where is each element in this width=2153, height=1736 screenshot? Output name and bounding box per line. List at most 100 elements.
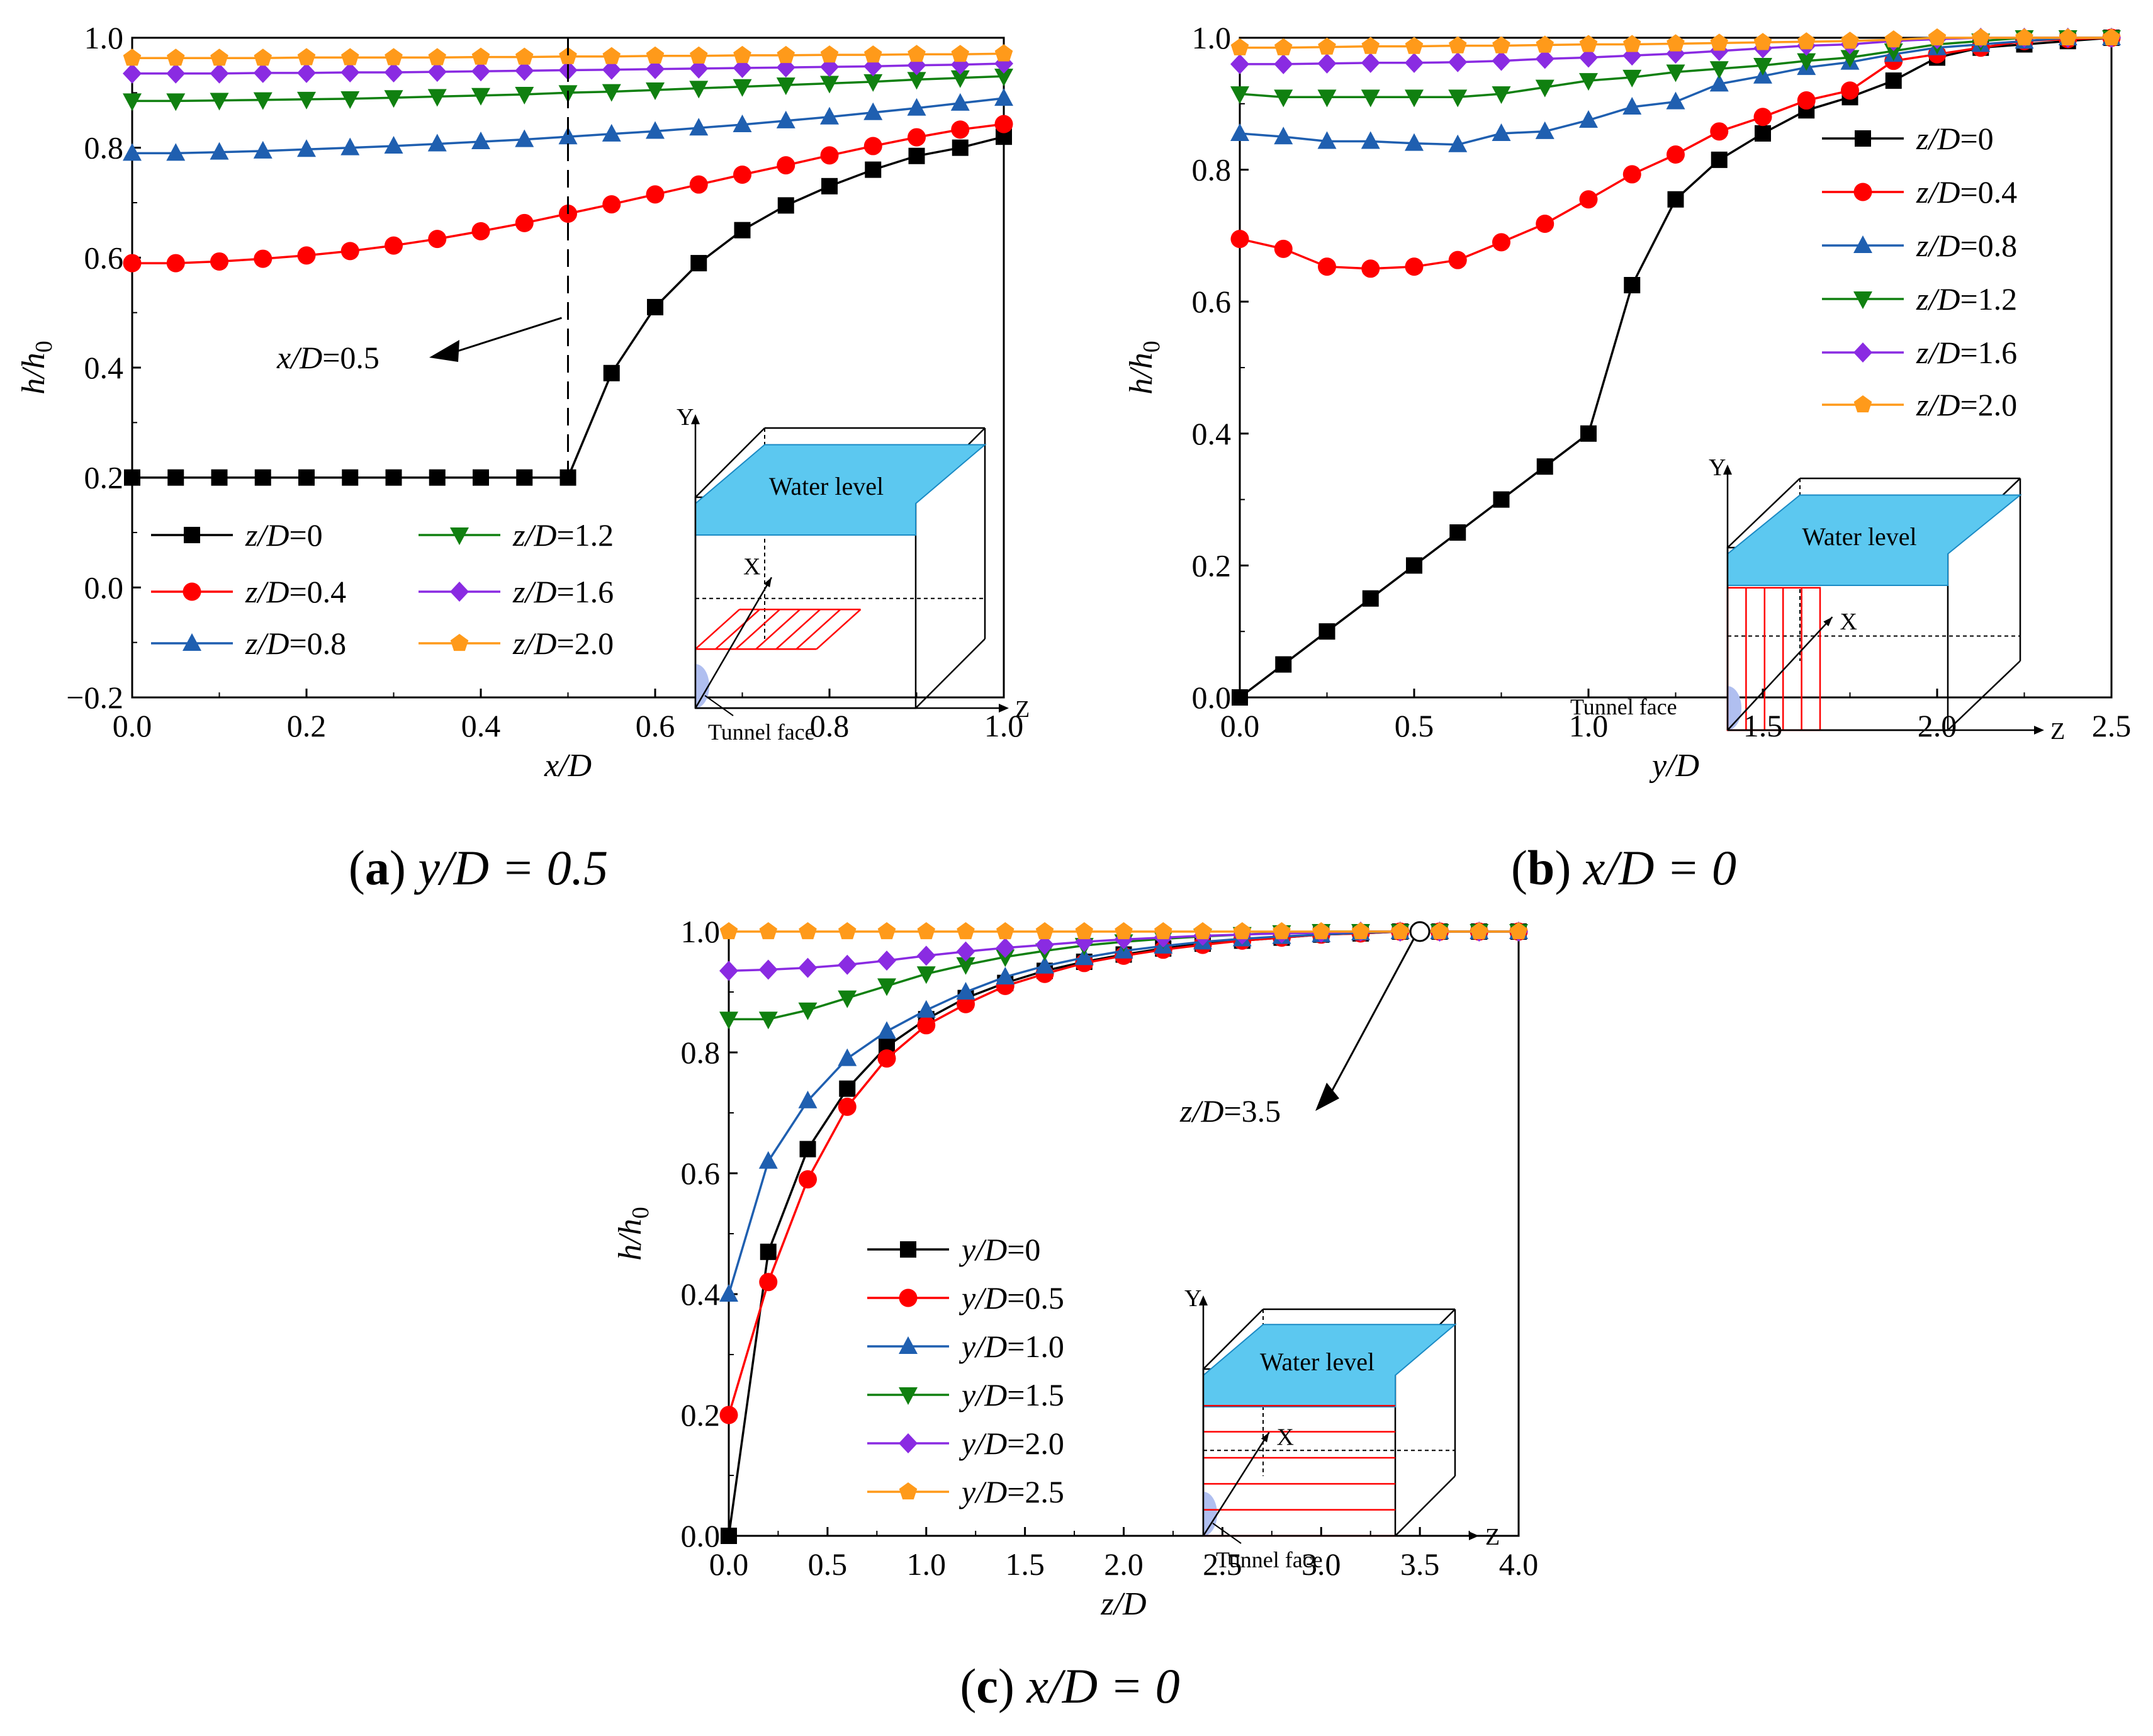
data-point [1470,922,1488,940]
data-point [733,165,751,184]
legend-label: z/D=2.0 [512,626,614,661]
data-point [1667,191,1684,208]
legend-marker [183,582,201,601]
legend-label: y/D=1.0 [958,1329,1064,1364]
data-point [1317,89,1337,108]
x-tick-label: 0.0 [1220,708,1260,743]
data-point [1361,89,1380,108]
panel-c-legend: y/D=0 y/D=0.5 y/D=1.0 y/D=1.5 y/D=2.0 y/D=2.5 [867,1232,1064,1509]
legend-label: z/D=1.6 [512,574,614,609]
data-point [1753,33,1772,50]
x-tick-label: 1.5 [1005,1547,1045,1582]
data-point [646,82,665,100]
data-point [1274,127,1293,145]
panel-c-x-axis-label: z/D [1100,1586,1146,1622]
data-point [1449,36,1467,54]
series-y-d-2-5 [719,922,1528,940]
data-point [776,77,795,96]
data-point [429,469,446,486]
data-point [1972,28,1990,46]
inset-axis-x-label: X [1840,609,1857,635]
data-point [254,249,273,268]
panel-a-y-axis-label: h/h0 [16,341,57,394]
y-tick-label: 0.0 [84,570,124,605]
x-tick-label: 0.0 [113,708,152,743]
data-point [1797,91,1816,110]
legend-label: z/D=1.2 [1916,281,2017,317]
data-point [799,1170,817,1189]
legend-marker [899,1433,918,1453]
data-point [690,255,707,272]
data-point [1431,922,1449,940]
y-tick-label: 1.0 [1192,20,1232,55]
data-point [1667,145,1685,164]
data-point [1622,97,1642,115]
data-point [820,76,839,94]
data-point [877,950,896,971]
data-point [956,982,975,1000]
data-point [1317,131,1337,149]
data-point [758,1151,778,1169]
data-point [297,48,316,65]
inset-axis-x [1727,616,1833,731]
data-point [1666,64,1685,82]
data-point [1579,47,1598,68]
data-point [1232,689,1248,706]
inset-edge [1947,660,2021,731]
data-point [1361,259,1380,278]
data-point [1405,257,1424,276]
y-tick-label: 0.0 [681,1518,721,1553]
data-point [1622,165,1641,184]
water-level-label: Water level [1260,1348,1374,1376]
data-point [734,222,751,239]
inset-edge [1203,1309,1264,1370]
data-point [1535,48,1554,69]
data-point [646,46,665,64]
panel-b-y-axis-label: h/h0 [1123,341,1165,394]
data-point [1233,922,1251,940]
y-tick-label: 0.4 [84,350,124,385]
tunnel-face-leader [1212,1523,1242,1544]
data-point [2102,28,2121,46]
data-point [689,175,708,194]
data-point [1448,52,1468,72]
data-point [210,252,228,271]
legend-label: z/D=0.8 [245,626,346,661]
data-point [1624,277,1641,293]
data-point [515,129,534,147]
data-point [994,88,1013,106]
data-point [863,102,883,120]
inset-axis-z-arrow [2034,726,2044,735]
inset-axis-z-arrow [1469,1531,1479,1540]
data-point [733,45,751,64]
data-point [297,62,316,83]
inset-edge [1727,478,1801,548]
data-point [427,133,447,152]
series-z-d-0-8 [1230,28,2121,152]
data-point [1579,190,1598,209]
data-point [719,1284,738,1302]
data-point [917,922,935,940]
inset-axis-x-label: X [1277,1424,1294,1451]
data-point [1535,79,1554,98]
data-point [253,140,273,159]
data-point [124,469,140,486]
data-point [838,1097,857,1116]
data-point [167,48,185,66]
inset-axis-y-arrow [691,414,700,424]
data-point [907,98,926,116]
data-point [916,1000,936,1018]
x-tick-label: 2.5 [2092,708,2132,743]
x-tick-label: 0.0 [709,1547,749,1582]
data-point [1361,37,1380,54]
data-point [1318,257,1336,276]
water-level-label: Water level [769,472,884,500]
data-point [799,1141,816,1158]
x-tick-label: 1.0 [984,708,1024,743]
data-point [721,1528,737,1544]
data-point [877,922,896,940]
data-point [759,1273,778,1292]
data-point [1115,922,1133,940]
data-point [471,132,490,150]
data-point [385,469,402,486]
